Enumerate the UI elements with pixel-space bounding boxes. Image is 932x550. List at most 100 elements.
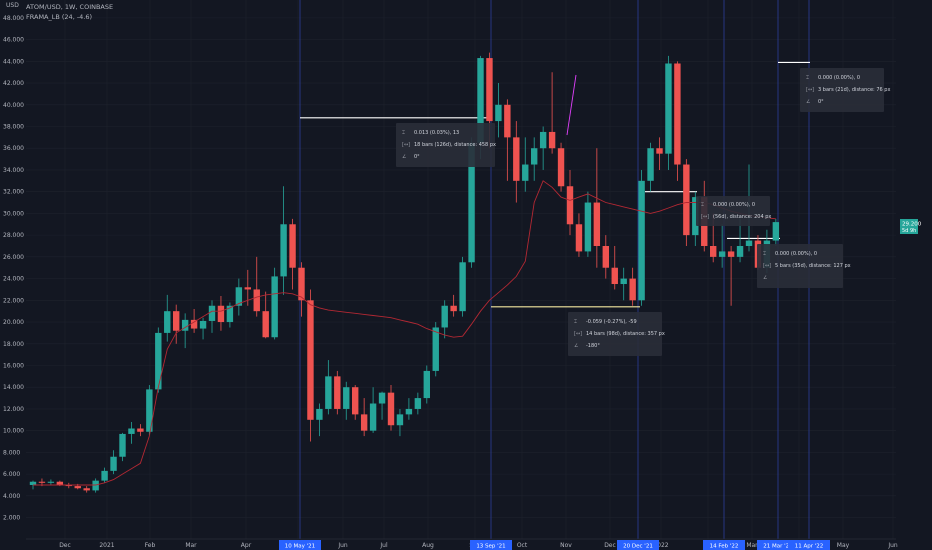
time-label-bg <box>788 540 830 550</box>
y-tick-label: 30.000 <box>3 210 24 217</box>
candle-body <box>155 332 162 390</box>
bars-range-icon: [↔] <box>763 263 772 269</box>
candle-body <box>262 311 269 338</box>
candle <box>513 121 520 203</box>
time-label-bg <box>617 540 659 550</box>
price-axis: 2.000 4.000 6.000 8.000 10.000 12.000 14.000 16… <box>3 15 24 522</box>
x-tick-label: Aug <box>422 542 434 549</box>
price-range-icon: ⌶ <box>574 319 578 325</box>
measure-box-3[interactable]: ⌶ 0.000 (0.00%), 0 [↔] (56d), distance: 20… <box>696 196 772 226</box>
measure-1-price: 0.013 (0.03%), 13 <box>414 130 460 136</box>
candle-body <box>718 251 726 257</box>
candle <box>602 235 609 279</box>
y-tick-label: 42.000 <box>3 80 24 87</box>
measure-4-bars: 5 bars (35d), distance: 127 px <box>775 263 851 269</box>
measure-5-angle: -180° <box>586 343 600 349</box>
candle <box>181 313 189 349</box>
candle <box>459 256 466 317</box>
candle-body <box>638 180 645 301</box>
candle <box>325 360 332 415</box>
candle-body <box>727 251 735 257</box>
candle-body <box>683 164 690 236</box>
candle <box>101 467 108 483</box>
candle-body <box>396 414 404 426</box>
indicator-title[interactable]: FRAMA_LB (24, -4.6) <box>26 13 93 21</box>
candle <box>647 142 654 192</box>
candle-body <box>656 148 663 154</box>
measure-box-1[interactable]: ⌶ 0.013 (0.03%), 13 [↔] 18 bars (126d), di… <box>396 123 496 167</box>
candle-body <box>119 433 126 457</box>
measure-3-bars: (56d), distance: 204 px <box>713 214 772 220</box>
measure-2-bars: 3 bars (21d), distance: 76 px <box>818 87 891 93</box>
measure-2-price: 0.000 (0.00%), 0 <box>818 75 861 81</box>
candle <box>629 267 636 306</box>
candle-body <box>378 392 386 404</box>
candle <box>137 424 144 437</box>
candle <box>155 327 162 393</box>
candle-body <box>110 456 117 471</box>
candle <box>674 61 681 181</box>
candle-body <box>128 428 135 434</box>
measure-box-4[interactable]: ⌶ 0.000 (0.00%), 0 [↔] 5 bars (35d), dista… <box>757 244 851 288</box>
candle <box>343 381 350 420</box>
candle <box>584 191 592 257</box>
candle-body <box>414 398 422 409</box>
x-tick-label: Jul <box>379 542 388 549</box>
candle-body <box>441 305 448 328</box>
candle <box>432 322 439 377</box>
x-tick-label: Jun <box>337 542 348 549</box>
y-tick-label: 18.000 <box>3 341 24 348</box>
candle <box>566 169 574 236</box>
measure-3-price: 0.000 (0.00%), 0 <box>713 202 756 208</box>
measure-box-5[interactable]: ⌶ -0.059 (-0.27%), -59 [↔] 14 bars (98d), … <box>568 312 665 356</box>
time-label-bg <box>757 540 799 550</box>
y-tick-label: 16.000 <box>3 362 24 369</box>
candle-body <box>611 267 618 285</box>
price-badge: 29.200 5d 9h <box>900 219 922 234</box>
y-tick-label: 38.000 <box>3 124 24 131</box>
measure-box-2[interactable]: ⌶ 0.000 (0.00%), 0 [↔] 3 bars (21d), dista… <box>800 68 890 112</box>
candle-body <box>692 197 699 236</box>
candle-body <box>450 305 457 312</box>
candle <box>262 291 269 339</box>
candle-body <box>47 481 55 483</box>
candle <box>387 385 395 431</box>
y-tick-label: 48.000 <box>3 15 24 22</box>
price-range-icon: ⌶ <box>806 75 810 81</box>
candle-body <box>405 408 413 415</box>
y-tick-label: 28.000 <box>3 232 24 239</box>
candle-body <box>665 63 672 154</box>
candle-body <box>101 470 108 481</box>
y-tick-label: 14.000 <box>3 384 24 391</box>
x-tick-label: May <box>837 542 850 549</box>
y-tick-label: 36.000 <box>3 145 24 152</box>
y-tick-label: 6.000 <box>3 471 20 478</box>
candle <box>92 478 99 493</box>
candle <box>575 213 583 257</box>
candle <box>352 385 359 420</box>
candle-body <box>432 327 439 371</box>
candle <box>271 267 278 340</box>
candle <box>423 365 430 404</box>
candle <box>65 482 72 489</box>
candle <box>727 245 735 306</box>
candle-body <box>298 267 305 301</box>
candle <box>199 317 207 340</box>
candle <box>718 224 726 268</box>
candle-body <box>29 481 37 485</box>
symbol-title[interactable]: ATOM/USD, 1W, COINBASE <box>26 3 114 11</box>
measure-lines <box>300 61 810 308</box>
time-label: 14 Feb '22 <box>710 544 739 550</box>
x-tick-label: Apr <box>241 542 252 549</box>
x-tick-label: Jun <box>887 542 898 549</box>
candle-body <box>226 305 234 323</box>
measure-2-angle: 0° <box>818 99 824 105</box>
candle-body <box>199 320 207 329</box>
candle <box>360 398 368 437</box>
candle-body <box>674 63 681 165</box>
chart-header: ATOM/USD, 1W, COINBASE FRAMA_LB (24, -4.… <box>26 2 113 22</box>
y-tick-label: 44.000 <box>3 58 24 65</box>
candle <box>405 398 413 420</box>
candle-body <box>271 276 278 338</box>
candle <box>208 300 216 333</box>
